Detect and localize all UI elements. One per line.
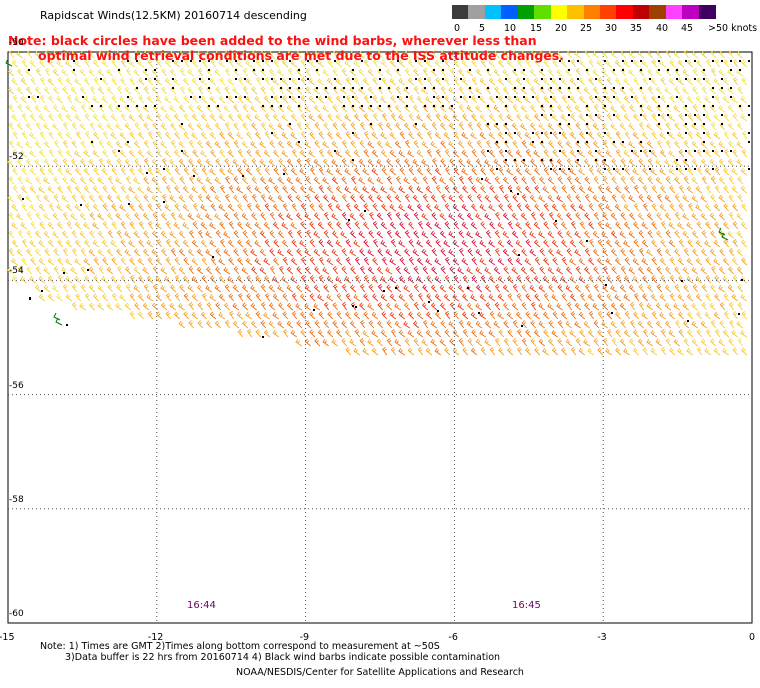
- wind-barb-group: [318, 203, 537, 293]
- credit-line: NOAA/NESDIS/Center for Satellite Applica…: [236, 667, 524, 678]
- legend-swatch: [534, 5, 552, 19]
- legend-label: 45: [681, 23, 694, 34]
- map-grid: [8, 52, 752, 623]
- legend-swatch: [649, 5, 667, 19]
- legend-label: >50 knots: [708, 23, 758, 34]
- footnote-line-1: Note: 1) Times are GMT 2)Times along bot…: [40, 641, 440, 652]
- legend-label: 30: [605, 23, 618, 34]
- legend-label: 35: [630, 23, 643, 34]
- wind-barbs: [5, 50, 750, 356]
- warning-line-2: optimal wind retrieval conditions are me…: [38, 48, 564, 63]
- footnote-line-2: 3)Data buffer is 22 hrs from 20160714 4)…: [65, 652, 501, 663]
- time-label-2: 16:45: [512, 600, 541, 611]
- legend-swatch: [583, 5, 601, 19]
- legend-swatch: [550, 5, 568, 19]
- warning-line-1: Note: black circles have been added to t…: [8, 33, 537, 48]
- legend-swatch: [517, 5, 535, 19]
- legend-swatch: [484, 5, 502, 19]
- legend-label: 5: [479, 23, 486, 34]
- wind-speed-legend: 0 5 10 15 20 25 30 35 40 45 >50 knots: [452, 3, 757, 37]
- wind-barb-group: [8, 59, 748, 356]
- legend-swatch: [698, 5, 716, 19]
- legend-swatch: [682, 5, 700, 19]
- legend-label: 20: [555, 23, 568, 34]
- wind-barb-group: [170, 131, 676, 356]
- wind-barb-group: [250, 167, 618, 329]
- legend-swatch: [452, 5, 469, 19]
- map-frame: [7, 51, 753, 624]
- lon-label: -6: [448, 632, 458, 643]
- legend-label: 10: [504, 23, 517, 34]
- legend-swatch: [616, 5, 634, 19]
- legend-swatch: [501, 5, 519, 19]
- lat-label: -56: [9, 380, 24, 391]
- legend-swatch: [665, 5, 683, 19]
- legend-swatch: [599, 5, 617, 19]
- lat-label: -60: [9, 609, 24, 619]
- wind-barb-group: [83, 95, 748, 356]
- legend-label: 40: [656, 23, 669, 34]
- time-label-1: 16:44: [187, 600, 216, 611]
- lon-label: -9: [299, 632, 310, 643]
- legend-label: 0: [454, 23, 461, 34]
- legend-swatch: [632, 5, 650, 19]
- lat-label: -54: [9, 266, 24, 277]
- lon-label: -15: [0, 632, 15, 643]
- legend-label: 25: [580, 23, 593, 34]
- lon-label: 0: [749, 632, 756, 643]
- lat-label: -50: [9, 38, 24, 48]
- legend-label: 15: [530, 23, 543, 34]
- legend-swatch: [567, 5, 584, 19]
- low-speed-barbs: [5, 58, 729, 326]
- legend-swatch: [468, 5, 486, 19]
- lon-label: -12: [147, 632, 164, 643]
- lat-label: -58: [9, 494, 24, 505]
- wind-barb-group: [7, 50, 748, 347]
- warning-note: Note: black circles have been added to t…: [8, 33, 568, 63]
- wind-barb-group: [7, 50, 739, 95]
- lat-label: -52: [9, 152, 24, 163]
- footnotes: Note: 1) Times are GMT 2)Times along bot…: [40, 641, 500, 663]
- chart-title: Rapidscat Winds(12.5KM) 20160714 descend…: [40, 9, 307, 22]
- lon-label: -3: [597, 632, 607, 643]
